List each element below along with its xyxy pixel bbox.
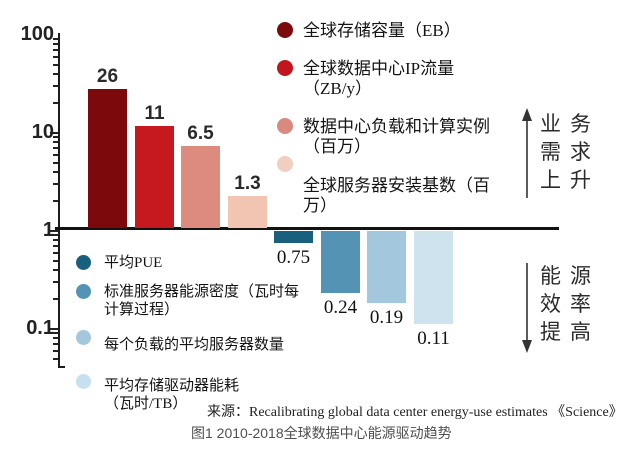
legend-label-server-base-2: 万） bbox=[303, 196, 337, 215]
legend-label-compute-instances: 数据中心负载和计算实例 bbox=[303, 117, 490, 136]
annotation-energy-line2: 效率 bbox=[540, 292, 600, 316]
up-arrow-icon bbox=[522, 108, 532, 198]
y-axis-tick bbox=[53, 260, 58, 262]
bar-value-1.3: 1.3 bbox=[234, 173, 261, 194]
bar-11 bbox=[135, 126, 174, 228]
legend-dot-servers-per-load bbox=[76, 330, 91, 345]
bar-value-0.11: 0.11 bbox=[417, 328, 450, 349]
legend-label-server-energy-intensity-2: 计算过程） bbox=[104, 302, 180, 318]
y-axis-tick bbox=[53, 343, 58, 345]
bar-0.11 bbox=[414, 231, 453, 324]
annotation-business-line1: 业务 bbox=[540, 112, 600, 136]
y-axis-tick bbox=[53, 38, 58, 40]
baseline-at-1 bbox=[55, 227, 559, 230]
bar-6.5 bbox=[181, 146, 220, 228]
bar-value-26: 26 bbox=[96, 66, 119, 87]
legend-label-ip-traffic: 全球数据中心IP流量 bbox=[303, 59, 455, 78]
y-axis-tick bbox=[53, 350, 58, 352]
bar-1.3 bbox=[228, 196, 267, 228]
y-axis-tick bbox=[53, 332, 58, 334]
bar-value-0.19: 0.19 bbox=[369, 307, 404, 328]
y-axis-tick bbox=[53, 245, 58, 247]
y-axis-tick bbox=[53, 49, 58, 51]
legend-label-server-base: 全球服务器安装基数（百 bbox=[303, 176, 490, 195]
y-axis-tick bbox=[53, 64, 58, 66]
y-axis-tick bbox=[50, 230, 58, 232]
y-axis-tick bbox=[53, 73, 58, 75]
y-axis-tick bbox=[53, 337, 58, 339]
y-axis-label-1: 1 bbox=[42, 219, 54, 241]
y-axis-tick bbox=[53, 200, 58, 202]
legend-label-ip-traffic-2: （ZB/y） bbox=[303, 79, 372, 98]
y-axis-tick bbox=[53, 147, 58, 149]
y-axis-tick bbox=[53, 183, 58, 185]
legend-label-pue: 平均PUE bbox=[104, 255, 163, 271]
y-axis-line bbox=[58, 33, 60, 368]
down-arrow-icon bbox=[522, 263, 532, 353]
y-axis-tick bbox=[53, 136, 58, 138]
y-axis-tick bbox=[53, 239, 58, 241]
y-axis-end-tick bbox=[58, 366, 65, 368]
legend-label-storage: 全球存储容量（EB） bbox=[303, 21, 461, 40]
y-axis-tick bbox=[53, 281, 58, 283]
y-axis-tick bbox=[53, 234, 58, 236]
bar-26 bbox=[88, 89, 127, 228]
y-axis-tick bbox=[53, 162, 58, 164]
y-axis-tick bbox=[50, 328, 58, 330]
y-axis-tick bbox=[53, 154, 58, 156]
y-axis-tick bbox=[53, 102, 58, 104]
bar-value-0.24: 0.24 bbox=[323, 297, 358, 318]
y-axis-tick bbox=[53, 269, 58, 271]
bar-0.19 bbox=[367, 231, 406, 303]
legend-dot-ip-traffic bbox=[277, 60, 293, 76]
bar-value-0.75: 0.75 bbox=[276, 247, 311, 268]
legend-label-storage-drive-energy: 平均存储驱动器能耗 bbox=[104, 378, 240, 394]
legend-dot-storage bbox=[277, 22, 293, 38]
source-line: 来源：Recalibrating global data center ener… bbox=[207, 405, 623, 420]
legend-dot-pue bbox=[76, 255, 91, 270]
bar-value-6.5: 6.5 bbox=[187, 123, 214, 144]
legend-dot-storage-drive-energy bbox=[76, 374, 91, 389]
y-axis-label-0.1: 0.1 bbox=[26, 317, 54, 339]
legend-dot-server-energy-intensity bbox=[76, 284, 91, 299]
bar-0.24 bbox=[321, 231, 360, 293]
legend-label-servers-per-load: 每个负载的平均服务器数量 bbox=[104, 337, 285, 353]
bar-0.75 bbox=[274, 231, 313, 243]
y-axis-tick bbox=[53, 85, 58, 87]
legend-dot-compute-instances bbox=[277, 118, 293, 134]
y-axis-tick bbox=[53, 171, 58, 173]
y-axis-tick bbox=[53, 252, 58, 254]
y-axis-tick bbox=[53, 43, 58, 45]
y-axis-label-10: 10 bbox=[31, 121, 54, 143]
legend-label-compute-instances-2: （百万） bbox=[303, 137, 371, 156]
y-axis-label-100: 100 bbox=[20, 23, 54, 45]
annotation-business-line3: 上升 bbox=[540, 168, 600, 192]
annotation-energy-line3: 提高 bbox=[540, 320, 600, 344]
y-axis-tick bbox=[53, 56, 58, 58]
y-axis-tick bbox=[53, 141, 58, 143]
y-axis-tick bbox=[50, 132, 58, 134]
legend-dot-server-base bbox=[277, 156, 293, 172]
annotation-energy-line1: 能源 bbox=[540, 264, 600, 288]
y-axis-tick bbox=[53, 358, 58, 360]
y-axis-tick bbox=[53, 298, 58, 300]
figure-caption: 图1 2010-2018全球数据中心能源驱动趋势 bbox=[191, 425, 452, 441]
bar-value-11: 11 bbox=[144, 103, 165, 124]
legend-label-server-energy-intensity: 标准服务器能源密度（瓦时每 bbox=[104, 284, 300, 300]
annotation-business-line2: 需求 bbox=[540, 140, 600, 164]
legend-label-storage-drive-energy-2: （瓦时/TB） bbox=[104, 396, 188, 412]
